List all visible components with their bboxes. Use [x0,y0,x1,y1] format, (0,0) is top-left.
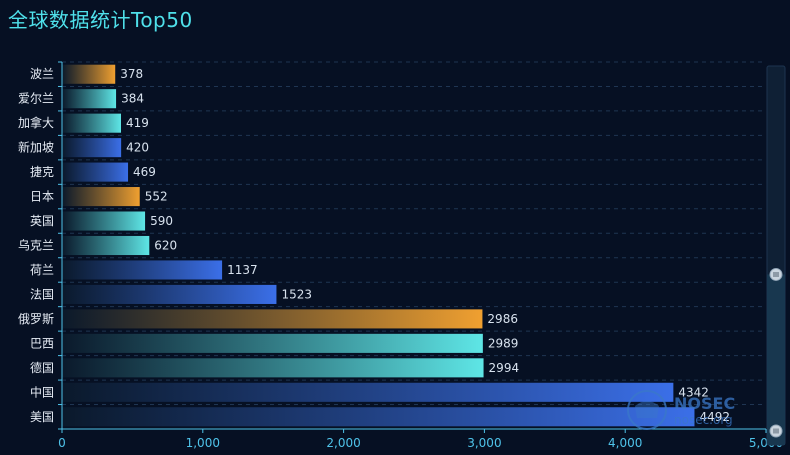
bar-德国[interactable] [62,358,484,378]
watermark-sub: nosec.org [674,413,733,427]
bar-爱尔兰[interactable] [62,89,117,109]
bar-法国[interactable] [62,284,277,304]
value-label: 4342 [678,385,709,399]
bar-波兰[interactable] [62,64,116,84]
nosec-logo-shape [635,401,659,418]
value-label: 420 [126,141,149,155]
category-label: 荷兰 [30,263,54,277]
watermark-brand: NOSEC [674,394,735,413]
category-label: 新加坡 [18,140,54,155]
value-label: 552 [145,190,168,204]
zoom-selected-range[interactable] [767,274,785,445]
bar-英国[interactable] [62,211,146,231]
bar-中国[interactable] [62,382,674,402]
value-label: 590 [150,214,173,228]
value-label: 384 [121,92,144,106]
value-label: 4492 [699,410,730,424]
x-tick-label: 3,000 [467,436,501,450]
category-label: 中国 [30,384,54,399]
category-label: 加拿大 [18,115,54,130]
category-label: 英国 [30,214,54,228]
value-label: 419 [126,116,149,130]
value-label: 2989 [488,336,519,350]
category-label: 美国 [30,410,54,424]
bar-巴西[interactable] [62,333,483,353]
bar-美国[interactable] [62,407,695,427]
bar-新加坡[interactable] [62,138,122,158]
x-tick-label: 4,000 [608,436,642,450]
bar-荷兰[interactable] [62,260,223,280]
value-label: 1137 [227,263,258,277]
bar-加拿大[interactable] [62,113,121,133]
bar-乌克兰[interactable] [62,235,150,256]
x-tick-label: 1,000 [186,436,220,450]
category-label: 法国 [30,287,54,301]
x-tick-label: 2,000 [326,436,360,450]
category-label: 俄罗斯 [18,312,54,326]
category-label: 巴西 [30,336,54,350]
watermark: NOSEC nosec.org [627,390,735,430]
category-label: 乌克兰 [18,238,54,253]
value-label: 469 [133,165,156,179]
nosec-logo-icon [627,390,667,430]
value-label: 2986 [487,312,518,326]
value-label: 378 [120,67,143,81]
axes: 0 1,000 2,000 3,000 4,000 5,000 [58,61,783,450]
value-label: 620 [154,239,177,253]
category-label: 德国 [30,360,54,375]
value-label: 1523 [281,287,312,301]
category-label: 捷克 [30,165,54,179]
chart-title: 全球数据统计Top50 [8,8,193,32]
bars [62,64,695,427]
bar-日本[interactable] [62,187,140,207]
category-label: 日本 [30,190,54,204]
value-label: 2994 [489,361,520,375]
x-tick-label: 0 [58,436,66,450]
category-label: 波兰 [30,67,54,81]
bar-俄罗斯[interactable] [62,309,483,329]
category-label: 爱尔兰 [18,91,54,106]
data-zoom-slider[interactable] [766,65,786,446]
labels: 美国 4492 中国 4342 德国 2994 巴西 2989 俄罗斯 2986 法国 1523 荷兰 1… [18,67,730,424]
bar-捷克[interactable] [62,162,129,182]
